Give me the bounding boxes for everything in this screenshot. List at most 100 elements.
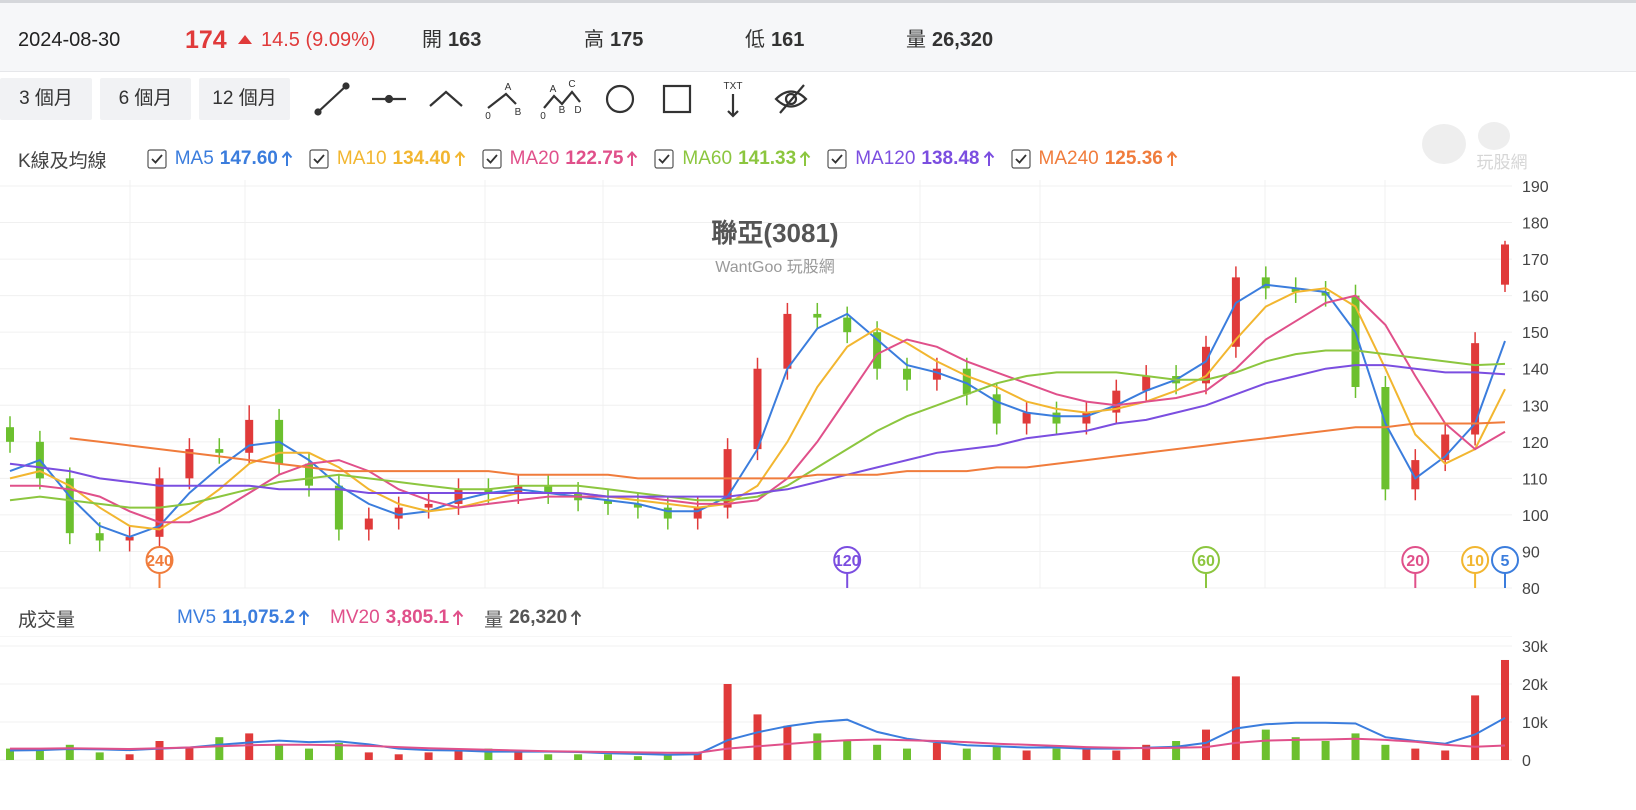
checkbox-box <box>654 149 675 169</box>
volume-bar <box>1501 659 1509 760</box>
candle-body <box>962 368 971 395</box>
legend-name: MV20 <box>330 607 380 628</box>
y-tick-label: 140 <box>1522 362 1549 379</box>
up-arrow <box>983 151 994 166</box>
candle-body <box>6 427 14 442</box>
up-arrow-path <box>799 151 811 166</box>
candle-body <box>992 394 1001 424</box>
abcd-tool[interactable]: A C 0 B D <box>540 79 581 120</box>
candlestick-chart: 80 90 100 110 120 130 140 150 160 170 180 190 聯亞(308… <box>0 180 1549 598</box>
abc-tool[interactable]: A 0 B <box>485 82 521 120</box>
candle-body <box>95 533 104 541</box>
price: 174 <box>185 26 227 54</box>
checkbox[interactable] <box>654 149 675 169</box>
volume-bar <box>1172 741 1181 760</box>
volume-bar <box>6 748 14 760</box>
hline-tool[interactable] <box>372 94 406 104</box>
volume-bar <box>424 752 433 760</box>
volume-bar <box>1441 750 1450 760</box>
legend-value: 147.60 <box>219 148 278 169</box>
candle-body <box>1411 460 1420 490</box>
candle-body <box>1022 412 1031 424</box>
volume-bar <box>364 752 373 760</box>
up-arrow <box>452 610 464 625</box>
volume-bar <box>1411 748 1420 760</box>
legend-item: MA10 134.40 <box>309 148 466 170</box>
candle-body <box>1142 376 1151 391</box>
volume-bar <box>1112 750 1121 760</box>
volume-label: 量 <box>906 29 926 51</box>
volume-bar <box>484 748 493 760</box>
volume-bar <box>574 754 583 760</box>
checkbox[interactable] <box>147 149 167 169</box>
rect-tool[interactable] <box>662 84 692 114</box>
checkbox-check <box>486 154 498 164</box>
range-button[interactable]: 3 個月 <box>0 78 92 120</box>
icon-letter: D <box>574 105 581 116</box>
volume-bar <box>334 742 343 760</box>
volume-bar <box>305 748 313 760</box>
checkbox[interactable] <box>309 149 329 169</box>
checkbox-box <box>147 149 167 169</box>
up-arrow-path <box>454 151 465 166</box>
legend-name: MA240 <box>1038 148 1099 169</box>
up-arrow-path <box>627 151 638 166</box>
candle-body <box>1231 277 1240 347</box>
circle-tool[interactable] <box>605 84 635 114</box>
icon-letter: A <box>550 84 557 95</box>
checkbox[interactable] <box>482 149 502 169</box>
up-arrow <box>298 610 310 625</box>
legend-value: 3,805.1 <box>385 607 450 628</box>
line-tool[interactable] <box>314 82 350 116</box>
y-tick-label: 0 <box>1522 753 1531 770</box>
up-arrow-path <box>281 151 293 166</box>
checkbox-box <box>827 149 847 169</box>
checkbox-box <box>482 149 502 169</box>
volume-bar <box>693 752 702 760</box>
range-button[interactable]: 12 個月 <box>199 78 290 120</box>
candle-body <box>334 485 343 530</box>
legend-item: MA60 141.33 <box>654 148 811 170</box>
angle-tool[interactable] <box>429 90 463 107</box>
volume-bar <box>633 756 642 760</box>
candle-body <box>663 507 672 519</box>
legend-item: MA240 125.36 <box>1010 148 1178 170</box>
volume-bar <box>932 742 941 760</box>
range-button[interactable]: 6 個月 <box>100 78 191 120</box>
volume-bar <box>215 737 224 760</box>
candle-body <box>633 503 642 508</box>
ma-marker-label: 20 <box>1406 553 1424 570</box>
line <box>10 737 1506 754</box>
volume-bar <box>783 725 792 760</box>
checkbox[interactable] <box>1010 149 1031 169</box>
ma-marker <box>1192 546 1220 574</box>
up-triangle <box>238 35 252 44</box>
volume-legend: 成交量 MV5 11,075.2 MV20 3,805.1 量 26,320 <box>0 604 598 632</box>
volume-value: 26,320 <box>932 29 994 51</box>
candle-body <box>125 536 134 541</box>
legend-item: MV20 3,805.1 <box>330 607 464 629</box>
hide-tool[interactable] <box>774 84 808 114</box>
text-tool[interactable]: TXT <box>724 81 743 118</box>
panel-label: 成交量 <box>18 609 76 631</box>
up-arrow <box>454 151 465 166</box>
volume-bar <box>544 754 553 760</box>
volume-bar <box>1381 744 1390 760</box>
candle-body <box>215 449 224 453</box>
watermark: 玩股網 <box>1422 122 1528 172</box>
up-arrow <box>281 151 293 166</box>
volume-bar <box>1471 695 1480 760</box>
y-tick-label: 190 <box>1522 180 1549 196</box>
y-tick-label: 30k <box>1522 639 1549 656</box>
icon-letter: B <box>515 107 522 118</box>
open-label: 開 <box>422 29 442 51</box>
candle-body <box>1112 390 1121 413</box>
checkbox[interactable] <box>827 149 847 169</box>
ma-marker-label: 120 <box>834 553 861 570</box>
candle-body <box>932 368 941 380</box>
icon-letter: 0 <box>485 111 491 120</box>
high-value: 175 <box>610 29 644 51</box>
ma-marker <box>1401 546 1430 574</box>
legend-value: 141.33 <box>738 148 797 169</box>
